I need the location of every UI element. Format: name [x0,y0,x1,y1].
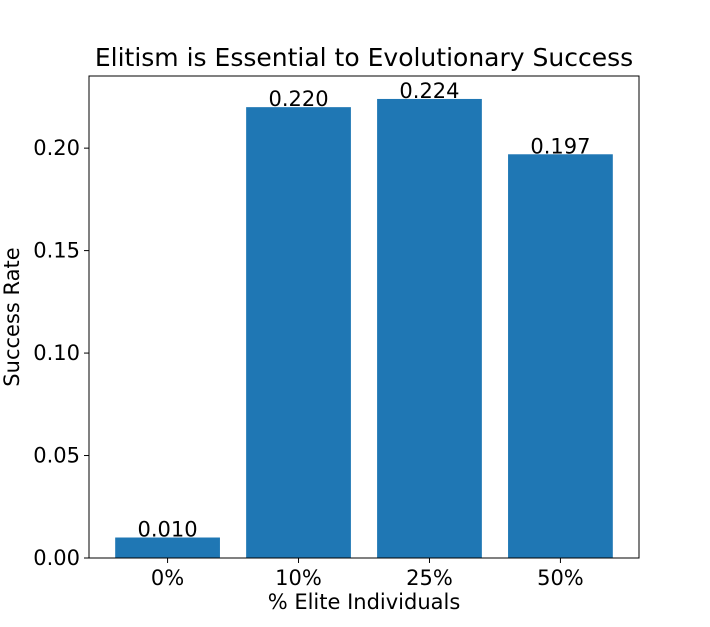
y-tick-label: 0.20 [33,136,80,160]
bar-0 [115,537,220,558]
x-tick-label: 50% [537,566,584,590]
x-tick-label: 10% [275,566,322,590]
data-labels-group: 0.010 0.220 0.224 0.197 [138,79,591,542]
bar-value-label: 0.220 [268,87,328,111]
y-tick-label: 0.00 [33,546,80,570]
plot-frame [88,75,640,559]
y-tick-label: 0.10 [33,341,80,365]
y-axis-ticks: 0.00 0.05 0.10 0.15 0.20 [33,136,89,570]
x-tick-label: 25% [406,566,453,590]
y-tick-label: 0.15 [33,239,80,263]
x-axis-label: % Elite Individuals [268,590,461,614]
x-axis-ticks: 0% 10% 25% 50% [151,558,584,590]
bar-3 [508,154,613,558]
bar-value-label: 0.224 [399,79,459,103]
y-axis-label: Success Rate [0,247,24,386]
x-tick-label: 0% [151,566,184,590]
bar-1 [246,107,351,559]
bar-value-label: 0.197 [530,134,590,158]
chart-title: Elitism is Essential to Evolutionary Suc… [95,43,633,72]
bars-group [115,98,613,559]
bar-2 [377,98,482,558]
bar-value-label: 0.010 [138,518,198,542]
y-tick-label: 0.05 [33,444,80,468]
